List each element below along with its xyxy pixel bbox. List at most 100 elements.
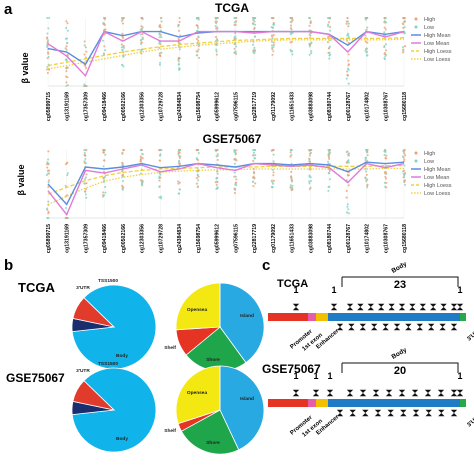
point-low: [85, 196, 88, 199]
point-low: [66, 37, 69, 40]
point-low: [178, 48, 181, 51]
segment-label: 3'UTR: [466, 413, 474, 429]
point-high: [403, 16, 406, 20]
point-low: [308, 53, 311, 56]
point-high: [47, 179, 51, 182]
body-marker-icon: [412, 409, 420, 417]
body-marker-icon: [374, 409, 382, 417]
tick-label-probe: cg10308767: [383, 92, 389, 121]
tick-label-probe: cg05899715: [46, 92, 52, 121]
point-low: [383, 31, 386, 34]
point-low: [327, 189, 330, 192]
body-marker-icon: [393, 323, 401, 331]
point-high: [46, 36, 49, 39]
point-low: [121, 179, 125, 183]
point-high: [252, 175, 255, 178]
point-high: [158, 25, 161, 28]
point-high: [195, 37, 198, 41]
tick-label-probe: cg07596115: [233, 92, 239, 121]
point-low: [121, 188, 124, 191]
tick-label-probe: cg00128767: [346, 92, 352, 121]
point-low: [403, 164, 406, 167]
point-high: [364, 34, 367, 37]
point-high: [272, 21, 275, 24]
point-low: [104, 191, 107, 194]
point-high: [346, 16, 349, 20]
point-high: [308, 24, 311, 27]
point-low: [252, 16, 255, 20]
promoter-segment: [268, 399, 308, 407]
point-high: [327, 21, 331, 24]
point-high: [103, 159, 106, 162]
point-low: [158, 185, 161, 188]
point-high: [290, 170, 293, 174]
tick-label-probe: cg12303356: [140, 92, 146, 121]
low-loess-line: [47, 38, 405, 70]
point-high: [84, 154, 87, 157]
gene-body-segment: [328, 313, 460, 321]
body-marker-icon: [439, 323, 446, 331]
body-marker-icon: [359, 389, 367, 397]
island-pie-1-label: Opensea: [187, 390, 208, 396]
point-low: [47, 27, 50, 30]
point-high: [83, 53, 86, 56]
legend-gse75067: High Low High Mean Low Mean High Loess L…: [411, 151, 452, 197]
gene-pie-0-slice-tss1500: [72, 297, 116, 328]
point-low: [290, 17, 293, 20]
point-high: [271, 53, 274, 56]
point-high: [347, 174, 350, 177]
y-axis-label-tcga: β value: [20, 52, 30, 83]
point-low: [46, 16, 49, 20]
tick-label-probe: cg15680118: [402, 92, 408, 121]
point-high: [384, 157, 387, 160]
point-low: [383, 57, 386, 60]
point-high: [327, 155, 330, 158]
point-high: [271, 48, 274, 51]
point-high: [233, 191, 236, 195]
point-high: [347, 25, 350, 28]
point-low: [329, 29, 332, 32]
legend-high-loess: High Loess: [424, 49, 452, 55]
point-high: [403, 179, 407, 182]
point-high: [65, 45, 68, 48]
chart-title-gse75067: GSE75067: [203, 132, 262, 146]
body-marker-icon: [405, 323, 412, 331]
legend-high-mean: High Mean: [424, 33, 451, 39]
point-high: [233, 47, 236, 50]
point-high: [66, 53, 69, 56]
tick-label-probe: cg13191169: [65, 92, 71, 121]
point-high: [158, 52, 161, 55]
site-count: 1: [457, 371, 462, 381]
point-low: [403, 176, 406, 179]
point-low: [158, 61, 162, 64]
promoter-segment: [268, 313, 308, 321]
point-low: [347, 208, 350, 211]
point-low: [214, 148, 217, 152]
point-high: [139, 160, 142, 163]
tick-label-probe: cg10174802: [365, 224, 371, 253]
point-low: [345, 211, 348, 214]
point-low: [403, 183, 407, 186]
point-low: [122, 55, 125, 58]
point-high: [177, 57, 181, 60]
point-high: [195, 24, 198, 27]
site-marker-icon: [292, 389, 300, 397]
point-low: [214, 25, 217, 28]
enhancer-segment: [316, 313, 328, 321]
point-low: [177, 44, 180, 47]
point-high: [121, 22, 124, 25]
point-low: [233, 171, 236, 174]
point-low: [328, 17, 331, 20]
point-high: [235, 52, 238, 56]
point-high: [252, 49, 255, 52]
tick-label-probe: cg15698754: [196, 92, 202, 121]
point-low: [66, 84, 69, 87]
point-high: [234, 152, 237, 155]
point-high: [272, 174, 275, 177]
point-low: [234, 183, 237, 186]
point-high: [272, 34, 275, 37]
body-marker-icon: [438, 409, 445, 417]
point-high: [65, 70, 68, 73]
point-high: [234, 32, 237, 35]
point-low: [253, 16, 256, 20]
